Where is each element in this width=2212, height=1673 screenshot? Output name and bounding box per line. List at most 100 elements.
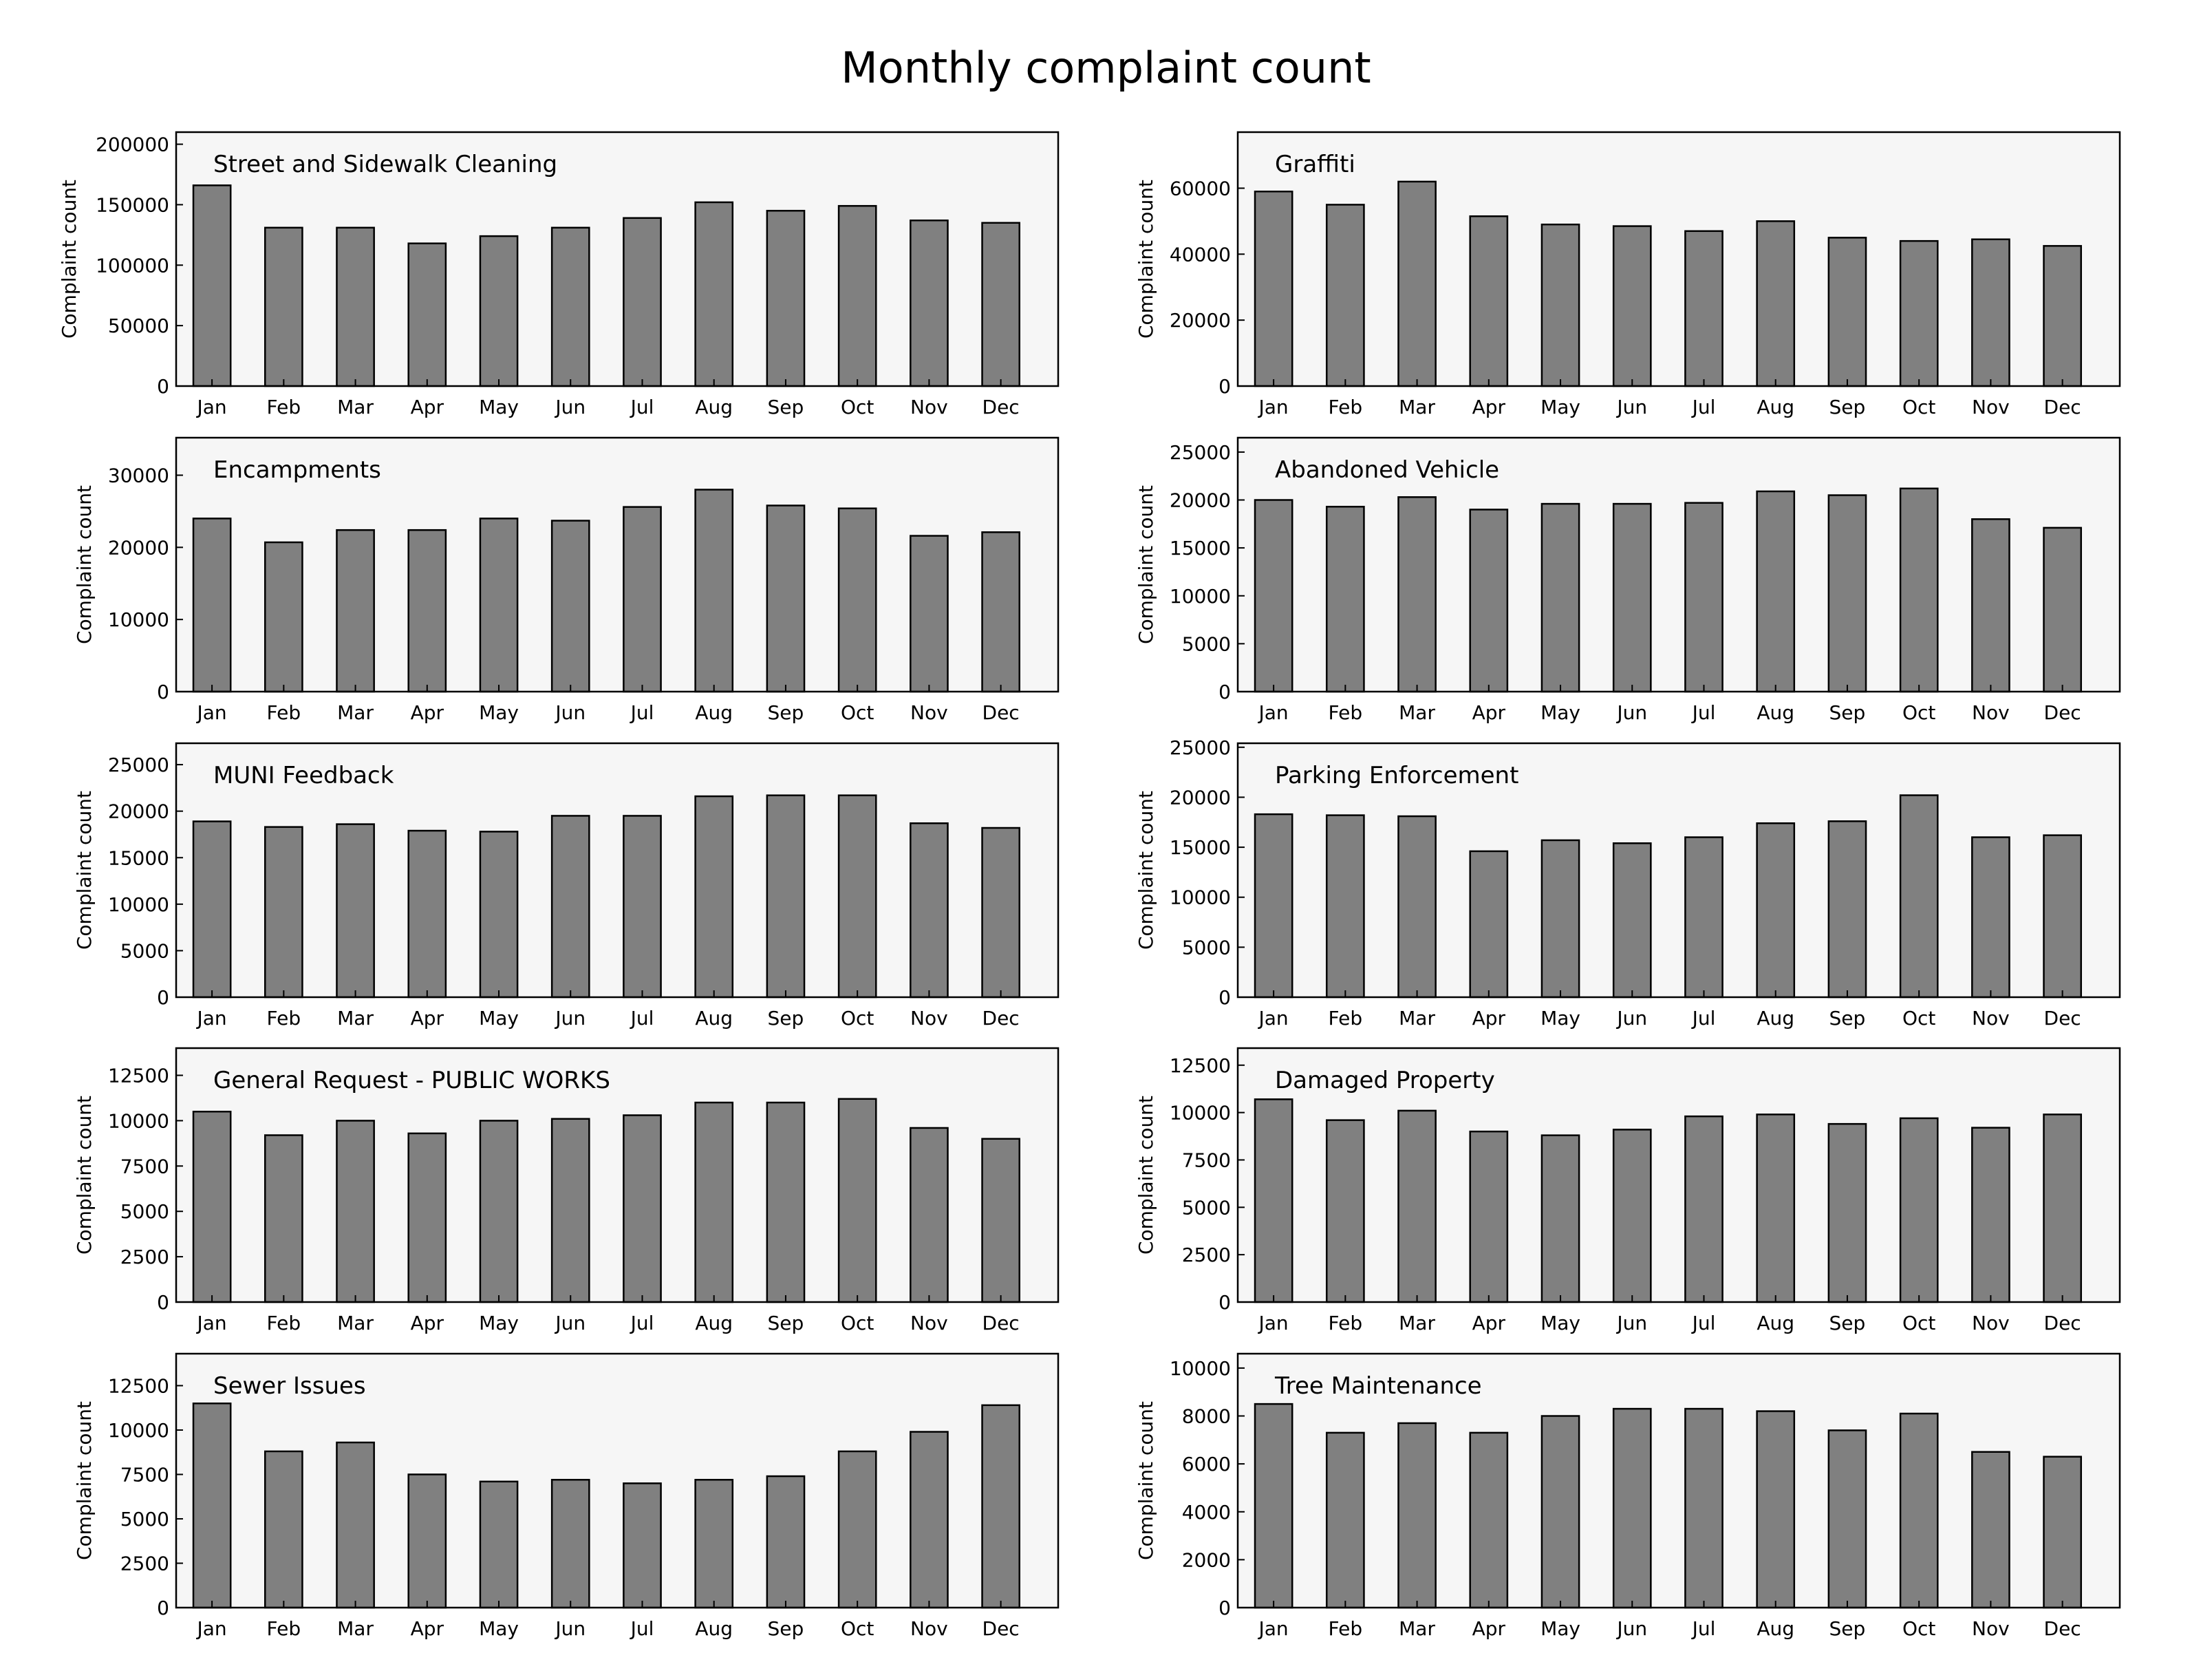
- y-tick-label: 12500: [108, 1065, 169, 1087]
- bar: [1899, 794, 1939, 999]
- x-tick-label: Sep: [768, 1007, 804, 1030]
- bar: [550, 226, 590, 387]
- y-tick-label: 10000: [1170, 585, 1231, 608]
- x-tick-label: Dec: [2044, 1312, 2081, 1334]
- y-tick-label: 2500: [120, 1552, 169, 1575]
- x-tick-label: Jan: [196, 396, 227, 418]
- y-tick-label: 10000: [108, 608, 169, 631]
- bar: [2043, 1113, 2082, 1303]
- panel-8: Jan Feb Mar Apr May Jun Jul Aug Sep Oct Nov Dec 0 250…: [73, 1352, 1060, 1640]
- bar: [1971, 518, 2010, 693]
- bar: [981, 222, 1020, 387]
- bar: [264, 226, 303, 387]
- x-tick-label: Feb: [267, 396, 301, 418]
- bar: [1469, 1130, 1509, 1303]
- x-tick-label: Sep: [1829, 1007, 1866, 1030]
- y-tick-label: 10000: [1170, 1102, 1231, 1125]
- y-axis-label: Complaint count: [73, 485, 96, 644]
- plot-frame: [1236, 742, 2121, 999]
- x-tick-label: Mar: [337, 701, 374, 724]
- x-tick-label: Jun: [1615, 396, 1647, 418]
- bar: [623, 506, 662, 693]
- bar: [1254, 1098, 1293, 1303]
- bar: [336, 529, 375, 693]
- bar: [910, 1127, 949, 1303]
- y-tick-label: 40000: [1170, 243, 1231, 266]
- x-tick-label: Apr: [411, 1312, 444, 1334]
- bar: [1397, 496, 1437, 693]
- x-tick-label: Apr: [411, 701, 444, 724]
- bar: [264, 1134, 303, 1303]
- y-tick-label: 10000: [1170, 886, 1231, 909]
- y-axis-label: Complaint count: [73, 1401, 96, 1560]
- x-tick-label: Mar: [337, 1312, 374, 1334]
- bar: [192, 1111, 232, 1303]
- x-tick-label: Apr: [411, 1617, 444, 1640]
- x-tick-label: May: [1540, 1312, 1580, 1334]
- x-tick-label: Feb: [1329, 1007, 1363, 1030]
- y-tick-label: 10000: [108, 1109, 169, 1132]
- y-tick-label: 150000: [96, 193, 169, 216]
- x-tick-label: Aug: [695, 1007, 733, 1030]
- bar: [837, 794, 877, 999]
- bar: [192, 518, 232, 693]
- y-tick-label: 4000: [1182, 1501, 1231, 1524]
- y-tick-label: 25000: [1170, 441, 1231, 464]
- y-tick-label: 0: [1218, 681, 1231, 703]
- x-tick-label: Nov: [910, 701, 948, 724]
- x-tick-label: Mar: [1399, 396, 1435, 418]
- y-tick-label: 0: [157, 1291, 169, 1314]
- bar: [407, 1132, 447, 1303]
- bar: [1756, 1410, 1796, 1609]
- x-tick-label: Aug: [1757, 1617, 1794, 1640]
- bar: [264, 541, 303, 693]
- y-tick-label: 5000: [1182, 936, 1231, 959]
- bar: [1971, 1451, 2010, 1609]
- y-tick-label: 2500: [1182, 1244, 1231, 1266]
- x-tick-label: Oct: [841, 1312, 874, 1334]
- bar: [2043, 1456, 2082, 1609]
- bar: [1325, 1431, 1365, 1609]
- bar: [192, 1403, 232, 1609]
- x-tick-label: May: [1540, 1617, 1580, 1640]
- bar: [550, 1478, 590, 1609]
- y-tick-label: 10000: [1170, 1357, 1231, 1380]
- x-tick-label: Jan: [1258, 1007, 1289, 1030]
- y-tick-label: 20000: [108, 536, 169, 559]
- x-tick-label: Nov: [910, 1617, 948, 1640]
- x-tick-label: Mar: [337, 1617, 374, 1640]
- x-tick-label: Jan: [196, 1007, 227, 1030]
- bar: [336, 1441, 375, 1609]
- x-tick-label: Dec: [982, 1312, 1020, 1334]
- bar: [336, 823, 375, 999]
- y-tick-label: 20000: [1170, 309, 1231, 332]
- x-tick-label: Jun: [554, 396, 586, 418]
- panel-title: General Request - PUBLIC WORKS: [213, 1067, 610, 1094]
- panel-6: Jan Feb Mar Apr May Jun Jul Aug Sep Oct Nov Dec 0 250…: [73, 1047, 1060, 1334]
- bar: [694, 489, 734, 693]
- y-tick-label: 25000: [108, 754, 169, 776]
- bar: [1325, 814, 1365, 999]
- plot-frame: [1236, 131, 2121, 387]
- x-tick-label: Jul: [1691, 701, 1716, 724]
- x-tick-label: Mar: [1399, 701, 1435, 724]
- y-tick-label: 20000: [108, 800, 169, 823]
- y-axis-label: Complaint count: [1135, 1096, 1157, 1255]
- bar: [479, 1480, 519, 1609]
- y-tick-label: 2500: [120, 1246, 169, 1268]
- bar: [1469, 509, 1509, 693]
- bar: [1540, 1134, 1580, 1303]
- panel-title: Graffiti: [1275, 151, 1355, 178]
- bar: [1469, 1431, 1509, 1609]
- y-tick-label: 60000: [1170, 177, 1231, 200]
- x-tick-label: Nov: [910, 1007, 948, 1030]
- x-tick-label: Feb: [1329, 1617, 1363, 1640]
- y-tick-label: 5000: [1182, 1196, 1231, 1219]
- figure-title: Monthly complaint count: [841, 43, 1371, 93]
- x-tick-label: Nov: [910, 1312, 948, 1334]
- y-tick-label: 2000: [1182, 1548, 1231, 1571]
- x-tick-label: Sep: [1829, 701, 1866, 724]
- bar: [1254, 191, 1293, 387]
- bar: [1254, 813, 1293, 999]
- y-axis-label: Complaint count: [1135, 485, 1157, 644]
